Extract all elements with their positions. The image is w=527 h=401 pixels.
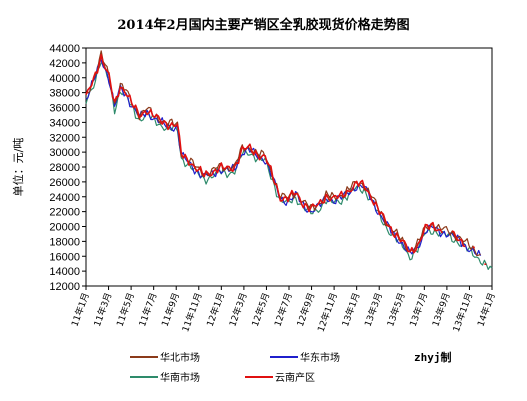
y-tick-label: 30000 — [49, 147, 80, 159]
legend-label: 华东市场 — [300, 351, 340, 364]
y-tick-label: 14000 — [49, 266, 80, 278]
y-tick-label: 44000 — [49, 43, 80, 55]
x-tick-label: 12年5月 — [249, 291, 272, 328]
x-tick-label: 14年1月 — [475, 291, 498, 328]
y-tick-label: 20000 — [49, 222, 80, 234]
y-tick-label: 42000 — [49, 58, 80, 70]
x-tick-label: 11年3月 — [91, 291, 114, 328]
x-tick-label: 13年9月 — [429, 291, 452, 328]
x-tick-label: 13年1月 — [339, 291, 362, 328]
series-line-1 — [85, 50, 481, 257]
y-tick-label: 22000 — [49, 207, 80, 219]
series-line-4 — [85, 54, 487, 265]
x-tick-label: 13年11月 — [450, 291, 475, 334]
x-tick-label: 13年3月 — [362, 291, 385, 328]
legend-label: 云南产区 — [275, 371, 315, 384]
y-tick-label: 12000 — [49, 281, 80, 293]
y-tick-label: 16000 — [49, 251, 80, 263]
x-tick-label: 12年3月 — [226, 291, 249, 328]
legend-label: 华南市场 — [160, 371, 200, 384]
y-tick-label: 32000 — [49, 132, 80, 144]
chart-title: 2014年2月国内主要产销区全乳胶现货价格走势图 — [117, 18, 410, 33]
series-line-3 — [85, 61, 493, 270]
y-tick-label: 18000 — [49, 236, 80, 248]
series-line-2 — [85, 59, 482, 256]
x-tick-label: 11年1月 — [69, 291, 92, 328]
x-tick-label: 11年11月 — [179, 291, 204, 334]
x-tick-label: 12年1月 — [204, 291, 227, 328]
x-tick-label: 13年5月 — [384, 291, 407, 328]
y-tick-label: 24000 — [49, 192, 80, 204]
x-tick-label: 12年11月 — [315, 291, 340, 334]
x-tick-label: 11年7月 — [136, 291, 159, 328]
x-tick-label: 12年7月 — [272, 291, 295, 328]
x-tick-label: 11年5月 — [114, 291, 137, 328]
y-tick-label: 26000 — [49, 177, 80, 189]
y-axis-label: 单位：元/吨 — [11, 138, 25, 197]
y-tick-label: 38000 — [49, 88, 80, 100]
y-tick-label: 28000 — [49, 162, 80, 174]
x-tick-label: 11年9月 — [159, 291, 182, 328]
y-tick-label: 36000 — [49, 103, 80, 115]
author-note: zhyj制 — [414, 350, 452, 364]
y-tick-label: 40000 — [49, 73, 80, 85]
y-tick-label: 34000 — [49, 117, 80, 129]
x-tick-label: 12年9月 — [294, 291, 317, 328]
x-tick-label: 13年7月 — [407, 291, 430, 328]
legend-label: 华北市场 — [160, 351, 200, 364]
plot-area — [85, 47, 493, 287]
